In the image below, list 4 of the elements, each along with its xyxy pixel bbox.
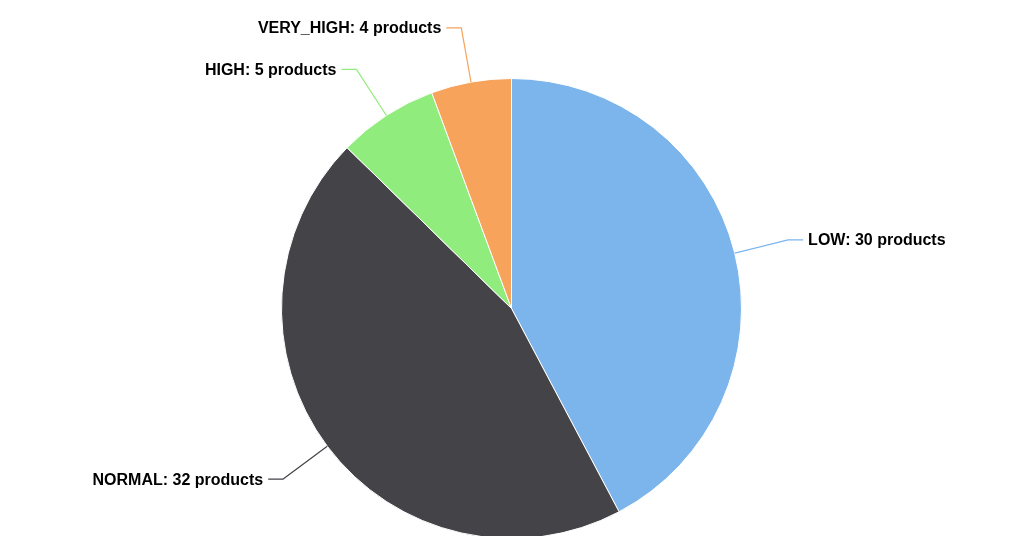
slice-label: NORMAL: 32 products (92, 470, 264, 488)
slice-label: HIGH: 5 products (204, 60, 337, 78)
slice-label: LOW: 30 products (808, 231, 946, 249)
slice-label: VERY_HIGH: 4 products (257, 19, 442, 37)
